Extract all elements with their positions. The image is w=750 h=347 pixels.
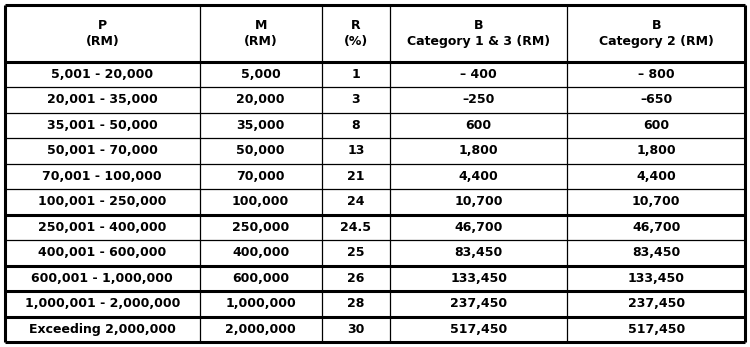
Text: –250: –250 (463, 93, 495, 106)
Text: 1,000,001 - 2,000,000: 1,000,001 - 2,000,000 (25, 297, 180, 310)
Text: 35,000: 35,000 (236, 119, 285, 132)
Text: 28: 28 (347, 297, 364, 310)
Text: 133,450: 133,450 (628, 272, 685, 285)
Text: 10,700: 10,700 (454, 195, 503, 208)
Text: 5,000: 5,000 (241, 68, 280, 81)
Text: 250,000: 250,000 (232, 221, 290, 234)
Text: Exceeding 2,000,000: Exceeding 2,000,000 (28, 323, 176, 336)
Text: 20,001 - 35,000: 20,001 - 35,000 (47, 93, 158, 106)
Text: 600,001 - 1,000,000: 600,001 - 1,000,000 (32, 272, 173, 285)
Text: 83,450: 83,450 (632, 246, 680, 259)
Text: R
(%): R (%) (344, 18, 368, 48)
Text: 600: 600 (644, 119, 669, 132)
Text: 1,800: 1,800 (459, 144, 499, 157)
Text: 70,001 - 100,000: 70,001 - 100,000 (43, 170, 162, 183)
Text: 70,000: 70,000 (236, 170, 285, 183)
Text: 4,400: 4,400 (636, 170, 676, 183)
Text: 26: 26 (347, 272, 364, 285)
Text: 83,450: 83,450 (454, 246, 503, 259)
Text: 8: 8 (352, 119, 360, 132)
Text: P
(RM): P (RM) (86, 18, 119, 48)
Text: 1,800: 1,800 (637, 144, 676, 157)
Text: 600,000: 600,000 (232, 272, 290, 285)
Text: –650: –650 (640, 93, 672, 106)
Text: 35,001 - 50,000: 35,001 - 50,000 (47, 119, 158, 132)
Text: 24.5: 24.5 (340, 221, 371, 234)
Text: 400,001 - 600,000: 400,001 - 600,000 (38, 246, 166, 259)
Text: 2,000,000: 2,000,000 (225, 323, 296, 336)
Text: 13: 13 (347, 144, 364, 157)
Text: – 400: – 400 (460, 68, 497, 81)
Text: 400,000: 400,000 (232, 246, 290, 259)
Text: B
Category 1 & 3 (RM): B Category 1 & 3 (RM) (407, 18, 550, 48)
Text: 250,001 - 400,000: 250,001 - 400,000 (38, 221, 166, 234)
Text: 4,400: 4,400 (459, 170, 499, 183)
Text: 50,001 - 70,000: 50,001 - 70,000 (46, 144, 158, 157)
Text: 133,450: 133,450 (450, 272, 507, 285)
Text: 517,450: 517,450 (450, 323, 507, 336)
Text: 600: 600 (466, 119, 492, 132)
Text: 100,001 - 250,000: 100,001 - 250,000 (38, 195, 166, 208)
Text: 30: 30 (347, 323, 364, 336)
Text: 50,000: 50,000 (236, 144, 285, 157)
Text: 21: 21 (347, 170, 364, 183)
Text: 20,000: 20,000 (236, 93, 285, 106)
Text: 10,700: 10,700 (632, 195, 680, 208)
Text: 5,001 - 20,000: 5,001 - 20,000 (51, 68, 153, 81)
Text: B
Category 2 (RM): B Category 2 (RM) (598, 18, 714, 48)
Text: 24: 24 (347, 195, 364, 208)
Text: 1,000,000: 1,000,000 (225, 297, 296, 310)
Text: M
(RM): M (RM) (244, 18, 278, 48)
Text: 1: 1 (352, 68, 360, 81)
Text: 3: 3 (352, 93, 360, 106)
Text: 100,000: 100,000 (232, 195, 290, 208)
Text: 25: 25 (347, 246, 364, 259)
Text: 237,450: 237,450 (628, 297, 685, 310)
Text: – 800: – 800 (638, 68, 674, 81)
Text: 237,450: 237,450 (450, 297, 507, 310)
Text: 46,700: 46,700 (454, 221, 503, 234)
Text: 517,450: 517,450 (628, 323, 685, 336)
Text: 46,700: 46,700 (632, 221, 680, 234)
